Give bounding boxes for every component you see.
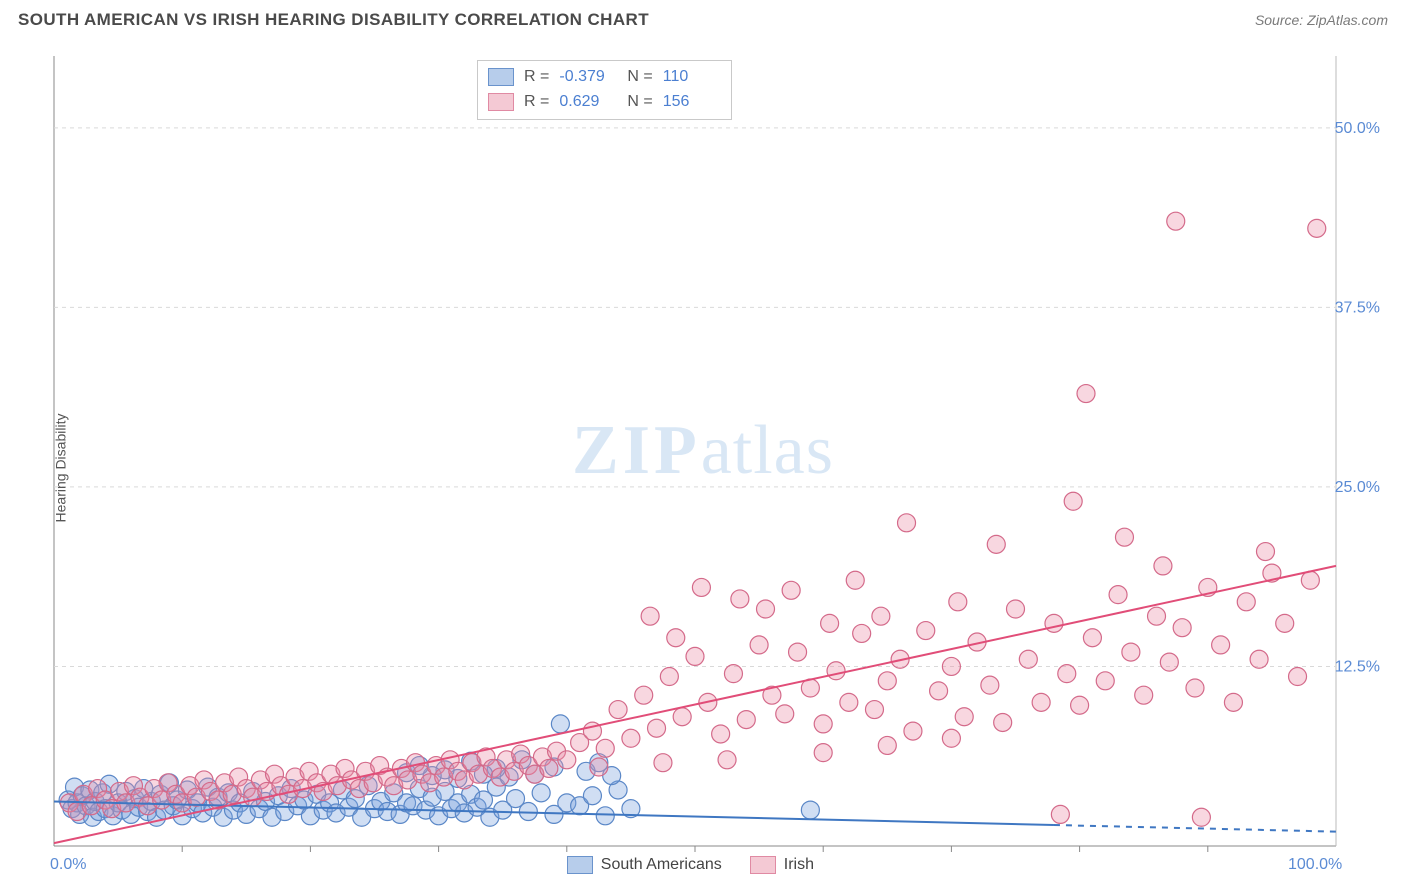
svg-text:50.0%: 50.0% (1335, 120, 1380, 137)
stat-n-value: 110 (663, 65, 721, 90)
stat-r-label: R = (524, 65, 549, 90)
chart-header: SOUTH AMERICAN VS IRISH HEARING DISABILI… (0, 0, 1406, 34)
legend-label: Irish (784, 856, 814, 874)
x-axis-min-label: 0.0% (50, 856, 86, 874)
stats-row: R = 0.629 N = 156 (488, 90, 721, 115)
stat-r-label: R = (524, 90, 549, 115)
source-attribution: Source: ZipAtlas.com (1255, 12, 1388, 28)
legend-item: Irish (750, 856, 814, 874)
svg-text:25.0%: 25.0% (1335, 479, 1380, 496)
legend-swatch (750, 856, 776, 874)
legend-swatch (567, 856, 593, 874)
legend-swatch (488, 68, 514, 86)
x-axis-max-label: 100.0% (1288, 856, 1342, 874)
scatter-plot-svg: 12.5% 25.0% 37.5% 50.0% (0, 44, 1406, 892)
stat-r-value: -0.379 (559, 65, 617, 90)
svg-text:12.5%: 12.5% (1335, 658, 1380, 675)
stats-row: R = -0.379 N = 110 (488, 65, 721, 90)
stat-r-value: 0.629 (559, 90, 617, 115)
stat-n-label: N = (627, 65, 652, 90)
y-axis-label: Hearing Disability (52, 414, 68, 523)
chart-area: Hearing Disability 12.5%25.0%37.5%50.0% … (0, 44, 1406, 892)
legend-swatch (488, 93, 514, 111)
stat-n-label: N = (627, 90, 652, 115)
chart-title: SOUTH AMERICAN VS IRISH HEARING DISABILI… (18, 10, 649, 30)
correlation-stats-box: R = -0.379 N = 110 R = 0.629 N = 156 (477, 60, 732, 120)
legend-item: South Americans (567, 856, 722, 874)
svg-text:37.5%: 37.5% (1335, 299, 1380, 316)
stat-n-value: 156 (663, 90, 721, 115)
bottom-legend: South Americans Irish (567, 856, 814, 874)
legend-label: South Americans (601, 856, 722, 874)
